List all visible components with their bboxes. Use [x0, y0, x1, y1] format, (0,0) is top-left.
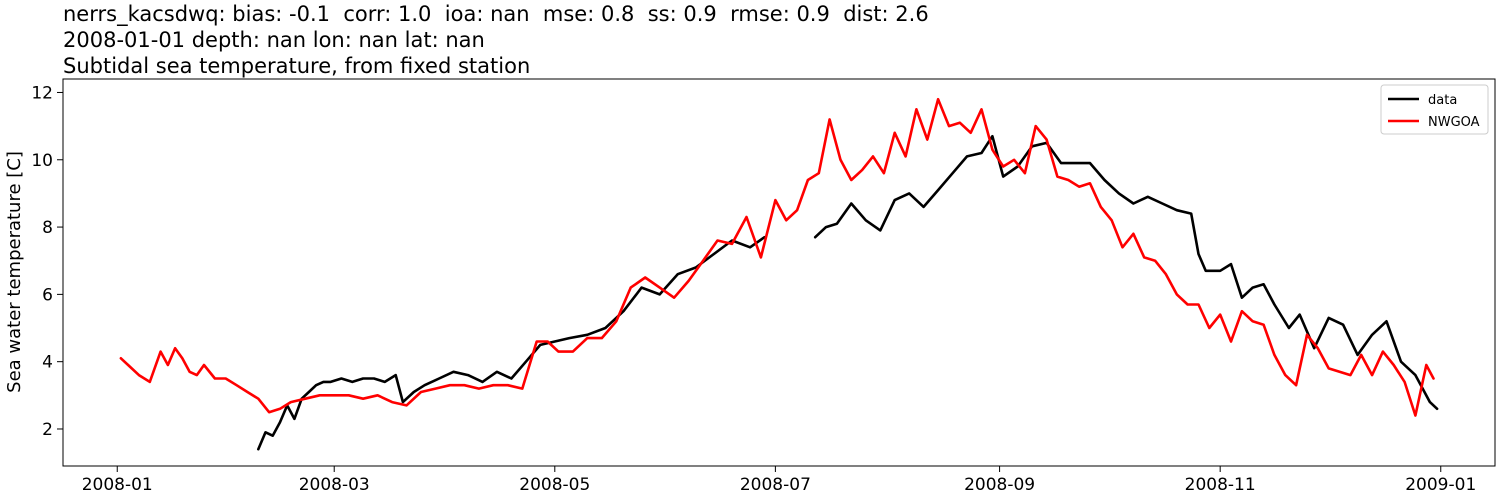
legend: data NWGOA: [1380, 84, 1489, 135]
series-line-nwgoa-segment-1: [119, 97, 1435, 417]
y-tick-label-12: 12: [31, 83, 53, 103]
series-line-data-segment-1: [256, 235, 766, 451]
y-tick-label-10: 10: [31, 151, 53, 171]
chart-title-line-2: 2008-01-01 depth: nan lon: nan lat: nan: [63, 28, 485, 52]
legend-label-nwgoa: NWGOA: [1428, 115, 1480, 130]
y-tick-label-2: 2: [42, 420, 53, 440]
y-tick-label-6: 6: [42, 285, 53, 305]
x-tick-label-2008-01: 2008-01: [82, 475, 153, 495]
chart-title-line-1: nerrs_kacsdwq: bias: -0.1 corr: 1.0 ioa:…: [63, 2, 929, 26]
series-layer: [119, 97, 1439, 451]
x-tick-label-2009-01: 2009-01: [1405, 475, 1476, 495]
legend-label-data: data: [1428, 93, 1457, 108]
x-tick-label-2008-05: 2008-05: [519, 475, 590, 495]
axis-layer: 2008-01 2008-03 2008-05 2008-07 2008-09 2008-…: [31, 83, 1476, 495]
y-tick-label-4: 4: [42, 353, 53, 373]
y-tick-label-8: 8: [42, 218, 53, 238]
plot-area: [62, 78, 1496, 467]
y-axis-label: Sea water temperature [C]: [4, 151, 25, 393]
x-tick-label-2008-03: 2008-03: [299, 475, 370, 495]
chart-title-line-3: Subtidal sea temperature, from fixed sta…: [63, 54, 531, 78]
x-tick-label-2008-11: 2008-11: [1185, 475, 1256, 495]
x-tick-label-2008-09: 2008-09: [964, 475, 1035, 495]
series-line-data-segment-2: [813, 134, 1439, 411]
x-tick-label-2008-07: 2008-07: [740, 475, 811, 495]
